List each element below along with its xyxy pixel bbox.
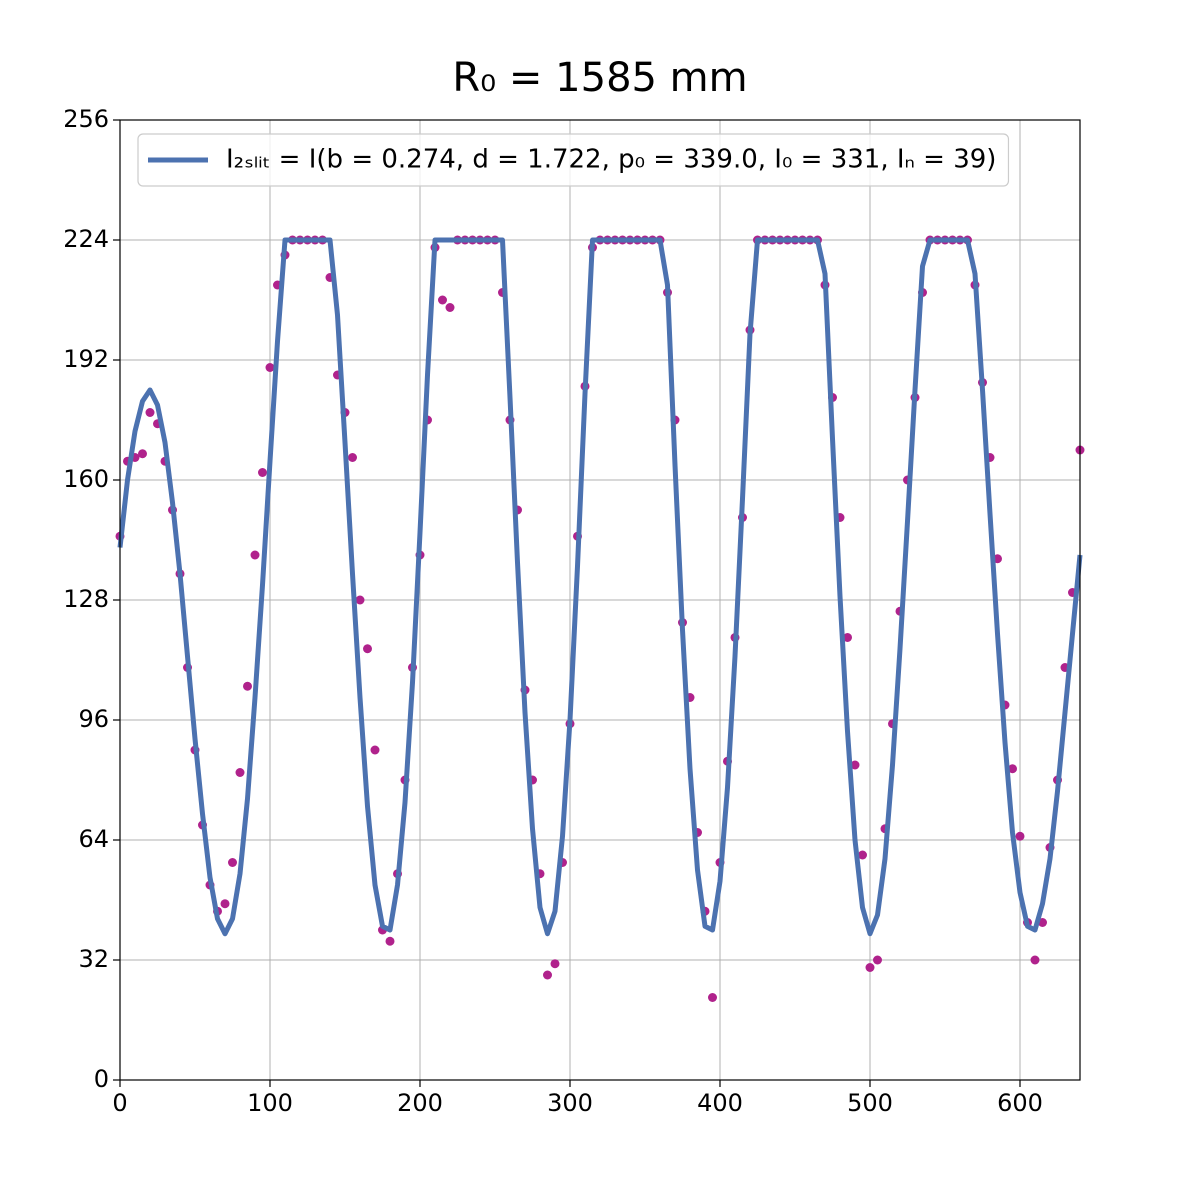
data-point xyxy=(235,768,245,777)
x-tick-label: 200 xyxy=(397,1089,443,1117)
y-tick-label: 32 xyxy=(78,945,109,973)
legend-label: I₂ₛₗᵢₜ = I(b = 0.274, d = 1.722, p₀ = 33… xyxy=(226,145,996,175)
data-point xyxy=(445,303,455,312)
data-point xyxy=(858,850,867,860)
data-point xyxy=(138,449,147,459)
y-tick-label: 64 xyxy=(78,825,109,853)
x-tick-label: 400 xyxy=(697,1089,743,1117)
legend: I₂ₛₗᵢₜ = I(b = 0.274, d = 1.722, p₀ = 33… xyxy=(137,133,1010,187)
data-point xyxy=(243,681,252,691)
y-tick-label: 192 xyxy=(63,345,109,373)
data-point xyxy=(265,363,275,372)
data-point xyxy=(850,760,860,770)
plot-frame xyxy=(119,119,1081,1081)
data-point xyxy=(370,745,380,755)
data-point xyxy=(250,550,260,560)
data-point xyxy=(550,959,560,969)
data-point xyxy=(348,453,357,462)
fit-line xyxy=(117,237,1083,937)
x-tick-label: 600 xyxy=(997,1089,1043,1117)
y-tick-label: 160 xyxy=(63,465,109,493)
y-tick-label: 0 xyxy=(94,1065,109,1093)
data-point xyxy=(1030,955,1040,965)
data-point xyxy=(355,595,365,605)
x-tick-label: 500 xyxy=(847,1089,893,1117)
data-point xyxy=(543,970,552,980)
data-point xyxy=(843,633,852,642)
data-point xyxy=(145,408,155,417)
x-tick-label: 300 xyxy=(547,1089,593,1117)
legend-box xyxy=(137,133,1010,187)
data-point xyxy=(363,644,372,654)
x-tick-label: 100 xyxy=(247,1089,293,1117)
data-point xyxy=(708,993,717,1002)
data-point xyxy=(385,936,395,946)
chart-title: R₀ = 1585 mm xyxy=(452,55,747,101)
data-point xyxy=(220,899,230,909)
y-tick-label: 224 xyxy=(63,225,109,253)
data-point xyxy=(228,858,237,867)
data-point xyxy=(865,963,875,972)
data-point xyxy=(873,955,882,965)
y-tick-label: 256 xyxy=(63,105,109,133)
y-tick-label: 96 xyxy=(78,705,109,733)
data-point xyxy=(438,295,447,305)
y-tick-label: 128 xyxy=(63,585,109,613)
data-point xyxy=(1015,831,1025,841)
data-point xyxy=(1008,764,1017,774)
data-point xyxy=(258,468,267,477)
x-tick-label: 0 xyxy=(112,1089,127,1117)
